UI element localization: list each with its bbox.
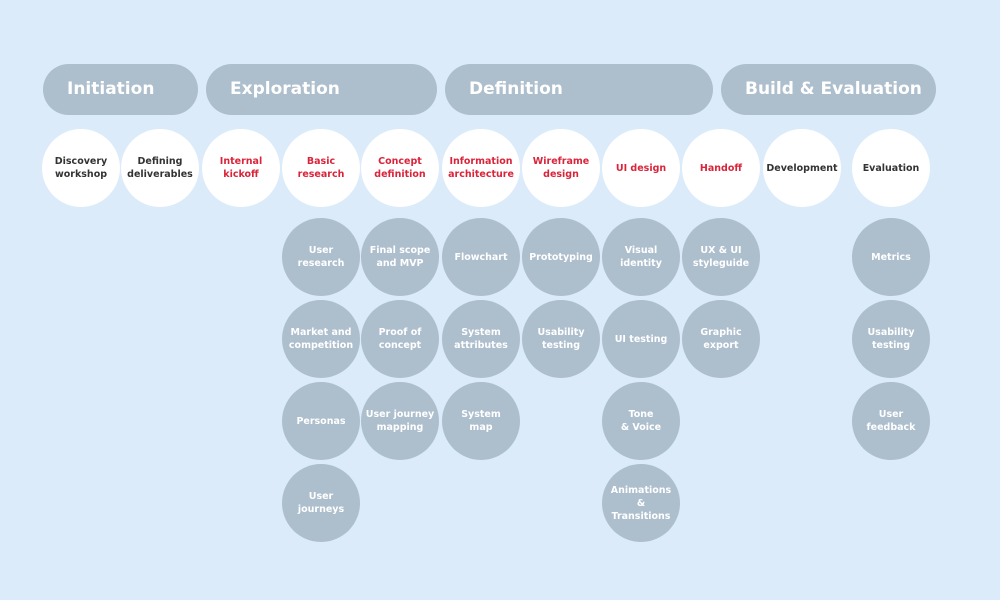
substep-circle: Personas <box>282 382 360 460</box>
substep-circle: Graphic export <box>682 300 760 378</box>
step-circle: UI design <box>602 129 680 207</box>
substep-circle: User journey mapping <box>361 382 439 460</box>
step-circle: Internal kickoff <box>202 129 280 207</box>
step-circle: Concept definition <box>361 129 439 207</box>
substep-circle: System map <box>442 382 520 460</box>
step-circle: Development <box>763 129 841 207</box>
substep-circle: Flowchart <box>442 218 520 296</box>
substep-circle: User feedback <box>852 382 930 460</box>
substep-circle: User research <box>282 218 360 296</box>
step-circle: Wireframe design <box>522 129 600 207</box>
step-circle: Basic research <box>282 129 360 207</box>
substep-circle: Visual identity <box>602 218 680 296</box>
substep-circle: UI testing <box>602 300 680 378</box>
substep-circle: Prototyping <box>522 218 600 296</box>
phase-definition: Definition <box>445 64 713 115</box>
substep-circle: Proof of concept <box>361 300 439 378</box>
substep-circle: Usability testing <box>522 300 600 378</box>
step-circle: Evaluation <box>852 129 930 207</box>
phase-exploration: Exploration <box>206 64 437 115</box>
phase-build-evaluation: Build & Evaluation <box>721 64 936 115</box>
substep-circle: User journeys <box>282 464 360 542</box>
substep-circle: Metrics <box>852 218 930 296</box>
substep-circle: Final scope and MVP <box>361 218 439 296</box>
step-circle: Defining deliverables <box>121 129 199 207</box>
substep-circle: System attributes <box>442 300 520 378</box>
substep-circle: Animations & Transitions <box>602 464 680 542</box>
step-circle: Handoff <box>682 129 760 207</box>
step-circle: Information architecture <box>442 129 520 207</box>
phase-initiation: Initiation <box>43 64 198 115</box>
step-circle: Discovery workshop <box>42 129 120 207</box>
substep-circle: Tone & Voice <box>602 382 680 460</box>
substep-circle: Usability testing <box>852 300 930 378</box>
substep-circle: UX & UI styleguide <box>682 218 760 296</box>
substep-circle: Market and competition <box>282 300 360 378</box>
